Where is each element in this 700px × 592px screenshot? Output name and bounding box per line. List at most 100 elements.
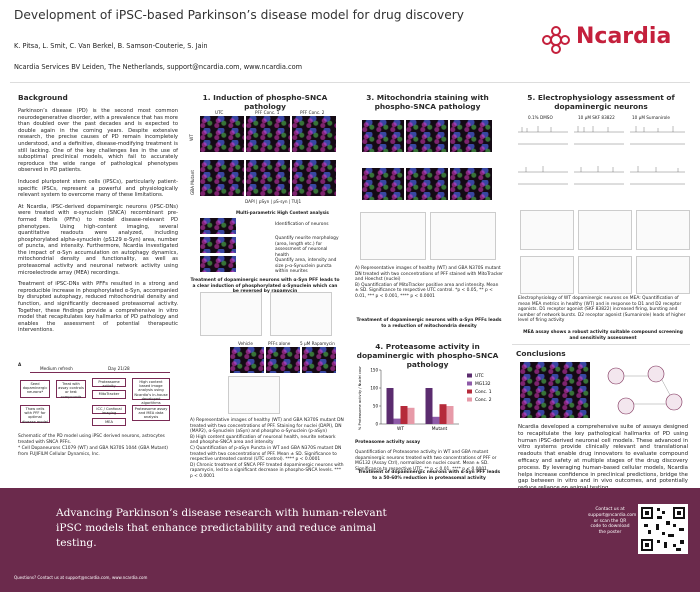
chart-panel <box>520 256 574 294</box>
micrograph <box>450 168 492 200</box>
legend-swatch <box>467 389 472 394</box>
chart-panel <box>270 292 332 336</box>
chart-panel <box>520 210 574 250</box>
heading: 3. Mitochondria staining with phospho-SN… <box>366 93 489 111</box>
chart-panel <box>360 212 426 260</box>
bold-caption: Treatment of dopaminergic neurons with α… <box>356 318 502 329</box>
hca-item: Quantify area, intensity and size p-α-Sy… <box>275 258 337 275</box>
questions: Questions? Contact us at support@ncardia… <box>14 575 148 580</box>
chart-panel <box>636 210 690 250</box>
micrograph <box>406 168 448 200</box>
micrograph <box>362 168 404 200</box>
col-label: UTC <box>215 110 224 115</box>
step: Treat with assay controls or test compou… <box>56 380 86 399</box>
micrograph <box>292 160 336 196</box>
tagline: Advancing Parkinson’s disease research w… <box>56 507 387 549</box>
captions: A) Representative images of healthy (WT)… <box>355 266 503 300</box>
micrograph <box>302 347 336 373</box>
legend-label: Conc. 2 <box>475 397 492 403</box>
paragraph: Treatment of iPSC-DNs with PFFs resulted… <box>18 281 178 334</box>
step: High content based image analysis using … <box>132 378 170 405</box>
legend-swatch <box>467 397 472 402</box>
legend-swatch <box>467 381 472 386</box>
micrograph <box>406 120 448 152</box>
heading: 1. Induction of phospho-SNCA pathology <box>202 93 328 111</box>
chart-panel <box>228 376 280 414</box>
chart-panel <box>578 256 632 294</box>
legend-label: MG132 <box>475 381 491 387</box>
assay-title: Proteasome activity assay <box>355 440 421 445</box>
bar <box>386 388 394 424</box>
captions: A) Representative images of healthy (WT)… <box>190 418 345 480</box>
heading: Background <box>18 93 68 102</box>
y-tick-label: 150 <box>370 367 378 372</box>
y-tick-label: 100 <box>370 385 378 390</box>
chart-panel <box>578 210 632 250</box>
row-label: WT <box>188 134 194 141</box>
x-tick-label: WT <box>397 426 404 432</box>
micrograph <box>362 120 404 152</box>
logo-icon <box>542 26 570 54</box>
timeline-label: Medium refresh <box>40 366 73 371</box>
timeline <box>30 372 170 373</box>
mea-traces <box>518 126 685 185</box>
step: Seed dopaminergic neurons* <box>20 380 50 398</box>
caption: A) Representative images of healthy (WT)… <box>355 266 503 283</box>
caption: C) Quantification of p-aSyn Puncta in WT… <box>190 445 342 463</box>
bar <box>407 407 415 424</box>
y-tick-label: 0 <box>375 421 378 426</box>
condition: 10 µM SKF 83822 <box>578 115 615 120</box>
footnote: * Cell Dopaneurons C1079 (WT) and GBA N3… <box>18 446 168 457</box>
step: MEA <box>92 418 126 426</box>
background-text: Parkinson’s disease (PD) is the second m… <box>18 108 178 334</box>
qr-code <box>638 504 688 554</box>
step: Proteasome activity <box>92 378 126 388</box>
micrograph <box>200 116 244 152</box>
hca-title: Multi-parametric High Content analysis <box>236 210 329 215</box>
step: Thaw cells with PFF for optimal disease … <box>20 405 50 424</box>
diagram <box>607 365 683 415</box>
hca-item: Identification of neurons <box>275 222 329 227</box>
contact: Contact us at support@ncardia.com or sca… <box>588 507 637 536</box>
micrograph <box>520 362 590 418</box>
hca-item: Quantify neurite morphology (area, lengt… <box>275 236 339 258</box>
title: Development of iPSC-based Parkinson’s di… <box>14 8 464 22</box>
paragraph: Parkinson’s disease (PD) is the second m… <box>18 108 178 174</box>
legend-label: UTC <box>475 373 484 379</box>
micrograph <box>200 256 236 272</box>
micrograph <box>292 116 336 152</box>
micrograph <box>266 347 300 373</box>
logo: Ncardia <box>576 24 672 49</box>
caption: A) Representative images of healthy (WT)… <box>190 418 344 435</box>
bar <box>425 388 433 424</box>
stain-legend: DAPI | pSyn | pS-syn | TUJ1 <box>245 199 302 204</box>
chart-panel <box>430 212 496 260</box>
legend-swatch <box>467 373 472 378</box>
bar <box>393 418 401 424</box>
figure-label: A <box>18 362 22 367</box>
proteasome-chart: % Proteasome activity / Nuclei count 0 50 1… <box>358 366 492 432</box>
y-tick-label: 50 <box>373 403 379 408</box>
condition: 0.1% DMSO <box>528 115 553 120</box>
y-axis-label: % Proteasome activity / Nuclei count <box>358 366 362 430</box>
micrograph <box>230 347 264 373</box>
caption: Schematic of the PD model using iPSC der… <box>18 434 165 445</box>
col-label: PFFs alone <box>268 341 291 346</box>
chart-panel <box>200 292 262 336</box>
caption: Quantification of Proteasome activity in… <box>355 450 497 472</box>
divider <box>10 82 690 83</box>
micrograph <box>246 160 290 196</box>
micrograph <box>200 218 236 234</box>
bold-caption: Treatment of dopaminergic neurons with α… <box>190 278 340 295</box>
bold-caption: MEA assay shows a robust activity suitab… <box>523 330 683 341</box>
caption: D) Chronic treatment of SNCA PFF treated… <box>190 462 344 479</box>
timeline-label: Day 21/28 <box>108 366 130 371</box>
condition: 10 µM Sumanirole <box>632 115 670 120</box>
chart-panel <box>636 256 690 294</box>
divider <box>512 344 690 345</box>
micrograph <box>200 237 236 253</box>
step: MitoTracker <box>92 390 126 399</box>
bar <box>439 404 447 424</box>
col-label: 5 µM Rapamycin <box>300 341 335 346</box>
